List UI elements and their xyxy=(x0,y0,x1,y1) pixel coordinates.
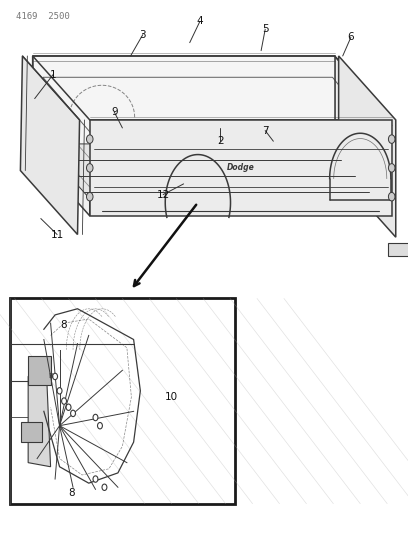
Text: 2: 2 xyxy=(217,136,224,146)
Circle shape xyxy=(98,423,102,429)
Circle shape xyxy=(62,398,67,405)
Circle shape xyxy=(57,387,62,394)
Polygon shape xyxy=(33,56,90,216)
Text: 6: 6 xyxy=(348,33,354,42)
Text: 11: 11 xyxy=(51,230,64,239)
Text: 3: 3 xyxy=(140,30,146,39)
Circle shape xyxy=(86,192,93,201)
Polygon shape xyxy=(28,364,51,467)
Polygon shape xyxy=(20,56,80,235)
Text: 8: 8 xyxy=(60,320,67,330)
Circle shape xyxy=(86,135,93,143)
Circle shape xyxy=(388,192,395,201)
Text: 10: 10 xyxy=(165,392,178,402)
Bar xyxy=(10,298,235,504)
Text: Dodge: Dodge xyxy=(227,164,255,172)
Polygon shape xyxy=(388,243,408,256)
Circle shape xyxy=(102,484,107,490)
Circle shape xyxy=(53,373,58,379)
Text: 9: 9 xyxy=(111,107,118,117)
Text: 12: 12 xyxy=(157,190,170,199)
Circle shape xyxy=(388,135,395,143)
Text: 1: 1 xyxy=(50,70,56,79)
Text: 8: 8 xyxy=(68,488,75,498)
Circle shape xyxy=(86,164,93,172)
Text: 5: 5 xyxy=(262,25,268,34)
Polygon shape xyxy=(33,56,335,152)
Circle shape xyxy=(388,164,395,172)
Polygon shape xyxy=(90,120,392,216)
Text: B: B xyxy=(48,374,53,379)
Circle shape xyxy=(71,410,75,417)
Text: 4169  2500: 4169 2500 xyxy=(16,12,70,21)
Polygon shape xyxy=(335,56,392,216)
Text: 4: 4 xyxy=(197,17,203,26)
Bar xyxy=(28,356,51,385)
Circle shape xyxy=(93,414,98,421)
Polygon shape xyxy=(41,144,384,208)
Circle shape xyxy=(93,476,98,482)
Bar xyxy=(22,422,42,442)
Polygon shape xyxy=(339,56,396,237)
Text: 7: 7 xyxy=(262,126,268,135)
Circle shape xyxy=(66,404,71,410)
